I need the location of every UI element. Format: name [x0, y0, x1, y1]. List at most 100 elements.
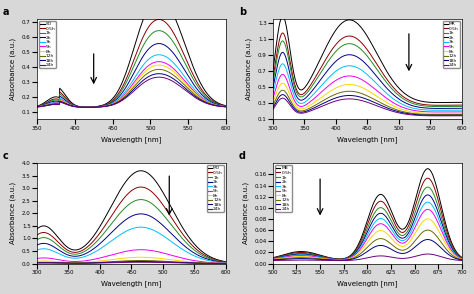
18h — [319, 102, 325, 106]
Text: a: a — [3, 7, 9, 17]
8h — [293, 255, 299, 258]
18h — [156, 72, 162, 76]
Line: 5h: 5h — [273, 209, 462, 260]
Line: 24h: 24h — [37, 262, 226, 263]
MO — [119, 185, 125, 188]
SO — [137, 28, 143, 31]
MO — [177, 221, 182, 224]
18h — [346, 258, 351, 262]
12h — [459, 258, 465, 261]
8h — [459, 258, 465, 261]
24h — [34, 105, 40, 109]
Line: 12h: 12h — [273, 90, 462, 115]
24h — [337, 259, 343, 262]
5h — [459, 257, 465, 260]
1h — [219, 104, 225, 107]
3h — [459, 108, 465, 112]
3h — [319, 83, 325, 87]
24h — [270, 108, 276, 111]
1h — [119, 209, 125, 212]
18h — [124, 94, 130, 98]
2h — [293, 253, 299, 256]
MO — [146, 172, 152, 176]
24h — [332, 259, 337, 262]
Line: 18h: 18h — [273, 240, 462, 260]
18h — [280, 93, 285, 96]
24h — [156, 75, 162, 79]
Line: 2h: 2h — [37, 44, 226, 107]
24h — [346, 259, 351, 262]
24h — [119, 261, 125, 264]
8h — [34, 259, 40, 263]
24h — [126, 94, 131, 98]
18h — [293, 257, 299, 260]
1h — [412, 103, 418, 106]
X-axis label: Wavelength [nm]: Wavelength [nm] — [101, 280, 162, 287]
18h — [382, 105, 387, 109]
2h — [280, 51, 285, 54]
MR — [356, 23, 362, 26]
12h — [223, 105, 229, 108]
5h — [270, 97, 276, 101]
MB — [337, 257, 343, 261]
1h — [147, 34, 153, 37]
0.5h — [138, 185, 144, 189]
Line: 24h: 24h — [273, 98, 462, 116]
8h — [190, 89, 195, 93]
2h — [161, 224, 166, 228]
5h — [270, 257, 276, 261]
MR — [397, 87, 402, 90]
12h — [156, 68, 162, 71]
3h — [147, 56, 153, 60]
12h — [219, 105, 225, 108]
MR — [280, 14, 285, 18]
8h — [83, 260, 89, 264]
3h — [270, 92, 276, 96]
Line: 0.5h: 0.5h — [37, 19, 226, 107]
12h — [223, 262, 229, 265]
Legend: MR, 0.5h, 1h, 2h, 3h, 5h, 8h, 12h, 18h, 24h: MR, 0.5h, 1h, 2h, 3h, 5h, 8h, 12h, 18h, … — [443, 21, 460, 68]
1h — [459, 105, 465, 108]
1h — [436, 105, 442, 108]
12h — [293, 256, 299, 260]
0.5h — [397, 92, 402, 95]
12h — [407, 245, 412, 248]
1h — [34, 238, 40, 241]
MB — [270, 256, 276, 260]
3h — [190, 86, 195, 89]
0.5h — [147, 24, 153, 27]
1h — [397, 94, 402, 98]
8h — [177, 259, 182, 263]
Line: 5h: 5h — [37, 250, 226, 263]
24h — [84, 106, 90, 109]
0.5h — [389, 216, 395, 220]
0.5h — [408, 219, 413, 222]
5h — [397, 104, 402, 108]
5h — [356, 76, 362, 80]
Line: 5h: 5h — [37, 62, 226, 107]
5h — [124, 90, 130, 93]
Line: 1h: 1h — [37, 31, 226, 107]
3h — [408, 230, 413, 234]
2h — [332, 258, 337, 261]
8h — [126, 90, 131, 93]
5h — [319, 90, 325, 93]
3h — [119, 232, 125, 235]
3h — [280, 62, 285, 66]
MB — [346, 255, 351, 259]
12h — [408, 244, 413, 248]
8h — [425, 217, 430, 220]
8h — [356, 84, 362, 88]
18h — [34, 261, 40, 265]
0.5h — [137, 43, 143, 47]
5h — [459, 110, 465, 114]
1h — [83, 249, 89, 253]
18h — [126, 93, 131, 96]
SO — [147, 3, 153, 7]
0.5h — [219, 103, 225, 107]
5h — [147, 63, 153, 66]
24h — [389, 255, 395, 259]
1h — [332, 257, 337, 261]
12h — [459, 113, 465, 116]
1h — [304, 91, 310, 95]
